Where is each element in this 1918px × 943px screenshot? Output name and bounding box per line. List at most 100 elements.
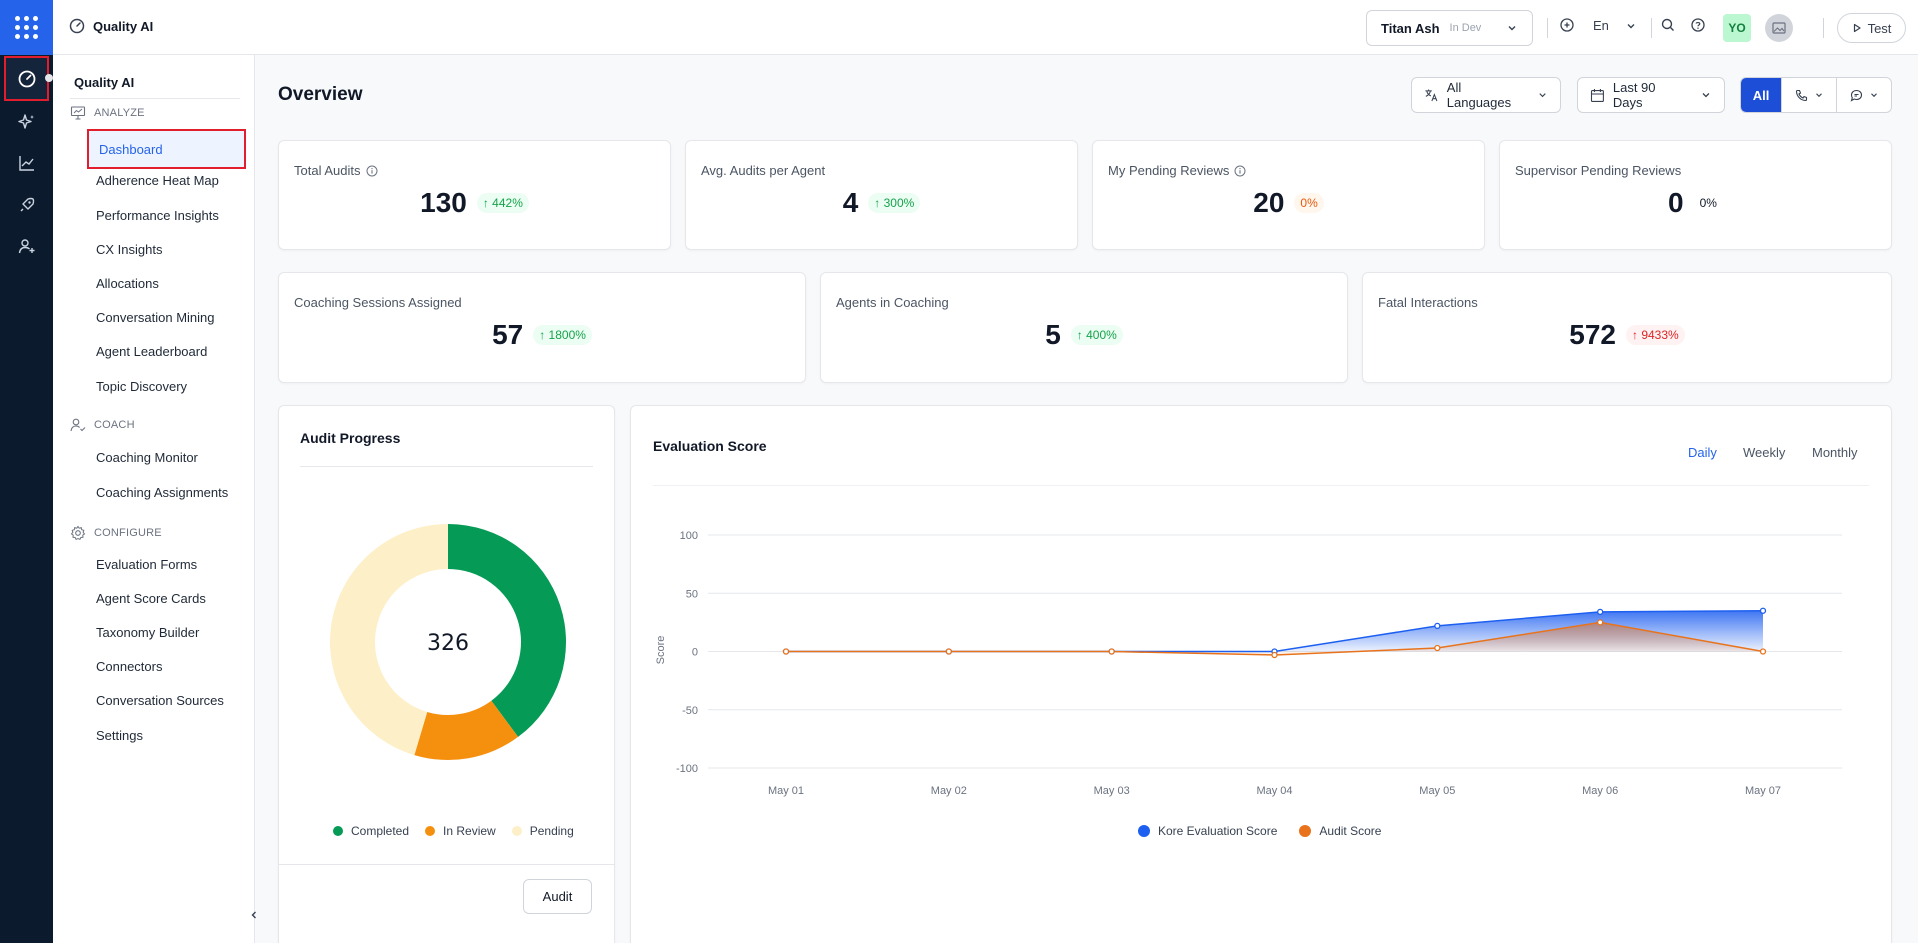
sidebar-item-performance-insights[interactable]: Performance Insights: [96, 208, 219, 223]
rail-analytics-button[interactable]: [8, 144, 45, 181]
rail-dashboard-button[interactable]: [4, 56, 53, 101]
chevron-down-icon: [1702, 93, 1710, 98]
point-audit[interactable]: [1271, 651, 1278, 659]
sidebar-item-cx-insights[interactable]: CX Insights: [96, 242, 163, 257]
stat-value: 57: [492, 319, 524, 350]
sidebar-item-conversation-mining[interactable]: Conversation Mining: [96, 310, 215, 325]
y-axis-label: Score: [655, 636, 667, 665]
legend-swatch-in-review: [425, 826, 436, 836]
point-kore[interactable]: [1759, 607, 1767, 614]
stat-label: My Pending Reviews: [1108, 163, 1246, 178]
help-icon: [1691, 18, 1705, 32]
sidebar: Quality AI ANALYZE Dashboard Adherence H…: [53, 55, 255, 943]
point-audit[interactable]: [782, 648, 790, 655]
point-audit[interactable]: [1434, 644, 1441, 652]
stat-card-total-audits: Total Audits 130 ↑ 442%: [278, 140, 671, 250]
y-tick-label: 100: [680, 530, 698, 542]
chevron-down-icon: [1870, 93, 1877, 98]
point-audit[interactable]: [1759, 648, 1767, 655]
donut-slice-completed[interactable]: [448, 524, 566, 737]
sidebar-item-conversation-sources[interactable]: Conversation Sources: [96, 693, 224, 708]
donut-slice-in-review[interactable]: [414, 700, 519, 760]
tab-daily[interactable]: Daily: [1688, 445, 1717, 460]
help-button[interactable]: [1691, 18, 1705, 32]
legend-label-completed: Completed: [351, 824, 410, 838]
stat-card-my-pending-reviews: My Pending Reviews 20 0%: [1092, 140, 1485, 250]
stat-value: 572: [1569, 319, 1616, 350]
divider: [1823, 18, 1824, 38]
sidebar-item-taxonomy-builder[interactable]: Taxonomy Builder: [96, 625, 200, 640]
donut-slice-pending[interactable]: [330, 524, 448, 756]
sidebar-item-adherence-heat-map[interactable]: Adherence Heat Map: [96, 173, 219, 188]
channel-voice-button[interactable]: [1781, 78, 1836, 112]
rail-launch-button[interactable]: [8, 186, 45, 223]
add-user-icon: [18, 238, 34, 253]
info-icon[interactable]: [366, 165, 378, 177]
sidebar-item-settings[interactable]: Settings: [96, 728, 143, 743]
sidebar-item-evaluation-forms[interactable]: Evaluation Forms: [96, 557, 198, 572]
rail-ai-button[interactable]: [8, 103, 45, 140]
sidebar-item-coaching-assignments[interactable]: Coaching Assignments: [96, 485, 229, 500]
stat-label: Agents in Coaching: [836, 295, 949, 310]
languages-filter[interactable]: All Languages: [1411, 77, 1561, 113]
sidebar-item-coaching-monitor[interactable]: Coaching Monitor: [96, 450, 198, 465]
point-kore[interactable]: [1434, 622, 1441, 630]
audit-button[interactable]: Audit: [523, 879, 592, 914]
x-tick-label: May 03: [1094, 785, 1130, 797]
sidebar-group-coach: COACH: [70, 418, 135, 432]
donut-center-total: 326: [427, 631, 469, 656]
avatar[interactable]: YO: [1723, 14, 1751, 42]
tab-monthly[interactable]: Monthly: [1812, 445, 1858, 460]
rail-add-user-button[interactable]: [8, 227, 45, 264]
sidebar-group-label: ANALYZE: [94, 107, 145, 119]
legend-swatch-audit: [1299, 825, 1312, 837]
chevron-down-icon: [1627, 23, 1635, 28]
date-range-label: Last 90 Days: [1612, 80, 1656, 110]
stat-delta-badge: ↑ 1800%: [533, 325, 592, 345]
divider: [1651, 18, 1652, 38]
point-audit[interactable]: [1108, 648, 1115, 655]
app-title: Quality AI: [69, 18, 153, 34]
stat-delta-badge: 0%: [1699, 196, 1717, 210]
profile-image-button[interactable]: [1765, 14, 1793, 42]
sidebar-item-connectors[interactable]: Connectors: [96, 659, 163, 674]
channel-chat-button[interactable]: [1836, 78, 1891, 112]
add-circle-button[interactable]: [1560, 18, 1574, 32]
collapse-sidebar-button[interactable]: [242, 903, 266, 927]
top-bar: Quality AI Titan Ash In Dev En YO Test: [53, 0, 1918, 55]
apps-grid-icon[interactable]: [0, 0, 53, 55]
stat-delta-badge: ↑ 400%: [1070, 325, 1123, 345]
sidebar-item-allocations[interactable]: Allocations: [96, 276, 159, 291]
evaluation-score-chart: 100 50 0 -50 -100 May 01 May 02 May 03 May 04 May…: [655, 530, 1842, 797]
y-tick-label: -50: [682, 705, 698, 717]
point-kore[interactable]: [1597, 608, 1604, 616]
stat-value: 20: [1253, 187, 1285, 218]
tab-weekly[interactable]: Weekly: [1743, 445, 1786, 460]
sidebar-item-dashboard[interactable]: Dashboard: [87, 129, 246, 169]
stat-delta-badge: ↑ 9433%: [1626, 325, 1685, 345]
evaluation-score-title: Evaluation Score: [653, 438, 767, 454]
point-audit[interactable]: [1597, 619, 1604, 626]
environment-label: In Dev: [1449, 22, 1482, 34]
search-button[interactable]: [1661, 18, 1675, 32]
languages-filter-label: All Languages: [1446, 80, 1512, 110]
audit-progress-donut: 326: [330, 524, 566, 760]
stat-card-avg-audits: Avg. Audits per Agent 4 ↑ 300%: [685, 140, 1078, 250]
info-icon[interactable]: [1234, 165, 1246, 177]
stat-label: Avg. Audits per Agent: [701, 163, 826, 178]
language-select[interactable]: En: [1593, 18, 1637, 33]
sidebar-item-topic-discovery[interactable]: Topic Discovery: [96, 379, 188, 394]
sidebar-item-agent-score-cards[interactable]: Agent Score Cards: [96, 591, 206, 606]
legend-label-pending: Pending: [529, 824, 574, 838]
legend-swatch-pending: [511, 826, 522, 836]
chevron-down-icon: [1539, 93, 1546, 98]
sidebar-item-agent-leaderboard[interactable]: Agent Leaderboard: [96, 344, 208, 359]
plus-circle-icon: [1560, 18, 1574, 32]
app-title-text: Quality AI: [93, 18, 154, 34]
point-audit[interactable]: [945, 648, 952, 655]
test-button[interactable]: Test: [1837, 13, 1906, 43]
coach-icon: [70, 418, 86, 432]
workspace-select[interactable]: Titan Ash In Dev: [1366, 10, 1533, 46]
channel-all-button[interactable]: All: [1741, 78, 1781, 112]
date-range-filter[interactable]: Last 90 Days: [1577, 77, 1725, 113]
